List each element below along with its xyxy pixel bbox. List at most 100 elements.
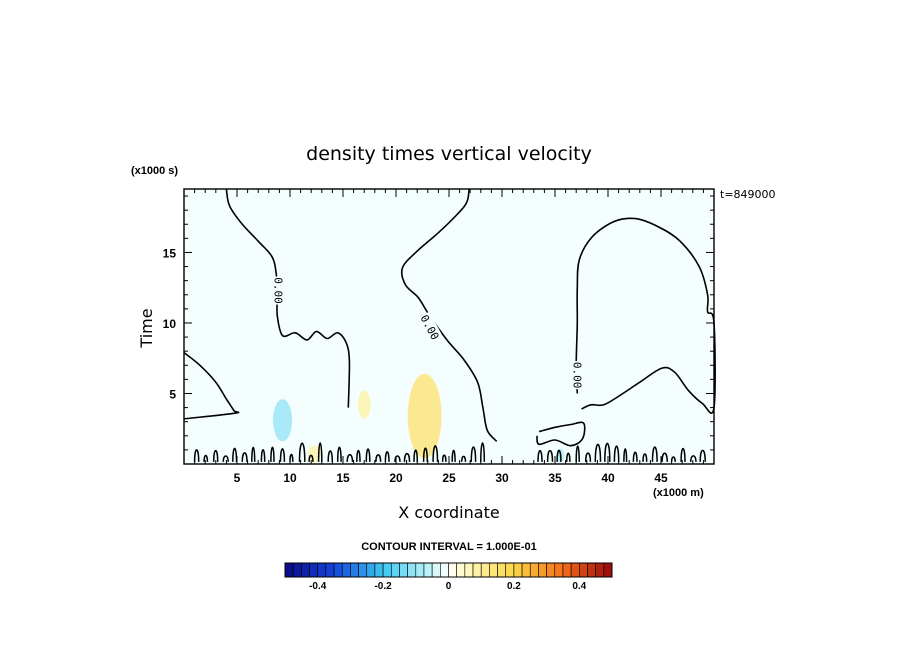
y-tick-label: 10 [163,317,177,331]
colorbar-cell [546,562,556,578]
surface-contour-loop [413,449,419,462]
surface-contour-loop [232,447,238,462]
anomaly-layer [273,373,565,463]
surface-contour-loop [251,446,256,462]
plot-background [184,189,714,464]
colorbar-cell [341,562,351,578]
contour-label-bg [571,361,585,390]
anomaly-patch-3 [308,445,321,463]
surface-contour-loop [565,452,571,462]
colorbar-cell [562,562,572,578]
colorbar-tick-label: 0.2 [507,581,521,592]
colorbar-cell [521,562,531,578]
surface-contour-loop [212,449,219,462]
surface-contour-loop [279,448,286,462]
colorbar [284,562,613,578]
colorbar-cell [497,562,507,578]
colorbar-cell [333,562,343,578]
surface-contour-loop [203,454,209,462]
surface-contour-loop [594,443,602,462]
colorbar-cell [407,562,417,578]
x-tick-label: 45 [654,471,668,485]
surface-contour-loop [346,453,354,462]
anomaly-patch-1 [407,373,442,459]
contour-label-bg [272,276,286,305]
colorbar-cell [301,562,310,578]
zero-contour-small-loop [536,421,586,447]
colorbar-cell [538,562,547,578]
surface-contour-loop [365,448,371,462]
colorbar-cell [374,562,384,578]
x-tick-label: 15 [336,471,350,485]
zero-contour-middle [400,188,498,442]
colorbar-tick-label: 0.4 [572,581,586,592]
timestamp-label: t=849000 [720,188,776,201]
surface-contour-loop [317,442,323,462]
zero-contour-upper-left [225,188,351,408]
surface-contour-loop [222,455,229,462]
x-tick-label: 35 [548,471,562,485]
colorbar-tick-label: 0 [446,581,452,592]
colorbar-cell [595,562,605,578]
colorbar-cell [309,562,318,578]
y-unit-label: (x1000 s) [131,165,178,177]
surface-contour-loop [356,449,361,462]
y-tick-label: 5 [169,387,176,401]
colorbar-cell [366,562,376,578]
surface-contour-loop [241,452,248,462]
colorbar-cell [489,562,498,578]
colorbar-cell [317,562,327,578]
x-tick-label: 20 [389,471,403,485]
colorbar-cell [505,562,515,578]
surface-contour-loop [689,455,697,462]
surface-contour-loop [556,449,562,462]
colorbar-cell [464,562,474,578]
x-unit-label: (x1000 m) [653,487,704,499]
surface-contour-loop [537,449,543,462]
surface-contour-loop [384,451,390,462]
y-axis-label: Time [137,308,156,348]
surface-contour-loop [327,450,334,462]
colorbar-cell [440,562,449,578]
colorbar-cell [472,562,482,578]
surface-contour-loop [451,449,456,462]
surface-contour-loop [575,445,580,462]
y-ticks: 5 10 15 [163,195,714,451]
colorbar-cell [358,562,368,578]
colorbar-cell [292,562,302,578]
contour-label: 0.00 [271,277,284,304]
zero-contour-left [183,351,240,420]
colorbar-cell [382,562,392,578]
surface-contour-loop [584,452,592,462]
surface-contour-loop [470,446,477,462]
colorbar-cell [456,562,466,578]
surface-contour-loop [375,454,382,462]
surface-contour-loop [336,446,342,462]
surface-contour-loop [260,449,266,462]
colorbar-cell [578,562,588,578]
colorbar-cell [431,562,441,578]
surface-contour-loop [432,445,439,462]
colorbar-frame [284,562,613,578]
x-axis-label: X coordinate [398,503,499,522]
anomaly-patch-2 [357,390,371,419]
surface-contour-loop [193,449,200,462]
colorbar-cell [480,562,490,578]
surface-contour-loop [270,446,275,462]
y-tick-label: 15 [163,246,177,260]
colorbar-cell [399,562,408,578]
colorbar-cell [513,562,523,578]
colorbar-cell [448,562,457,578]
colorbar-cell [529,562,539,578]
colorbar-cell [390,562,400,578]
surface-contour-loop [699,449,706,462]
contour-labels: 0.000.000.00 [271,276,585,390]
surface-contour-loop [661,452,668,462]
colorbar-cell [603,562,613,578]
surface-contour-loop [651,446,658,462]
colorbar-cell [350,562,359,578]
colorbar-cell [325,562,335,578]
contour-label: 0.00 [570,362,583,389]
